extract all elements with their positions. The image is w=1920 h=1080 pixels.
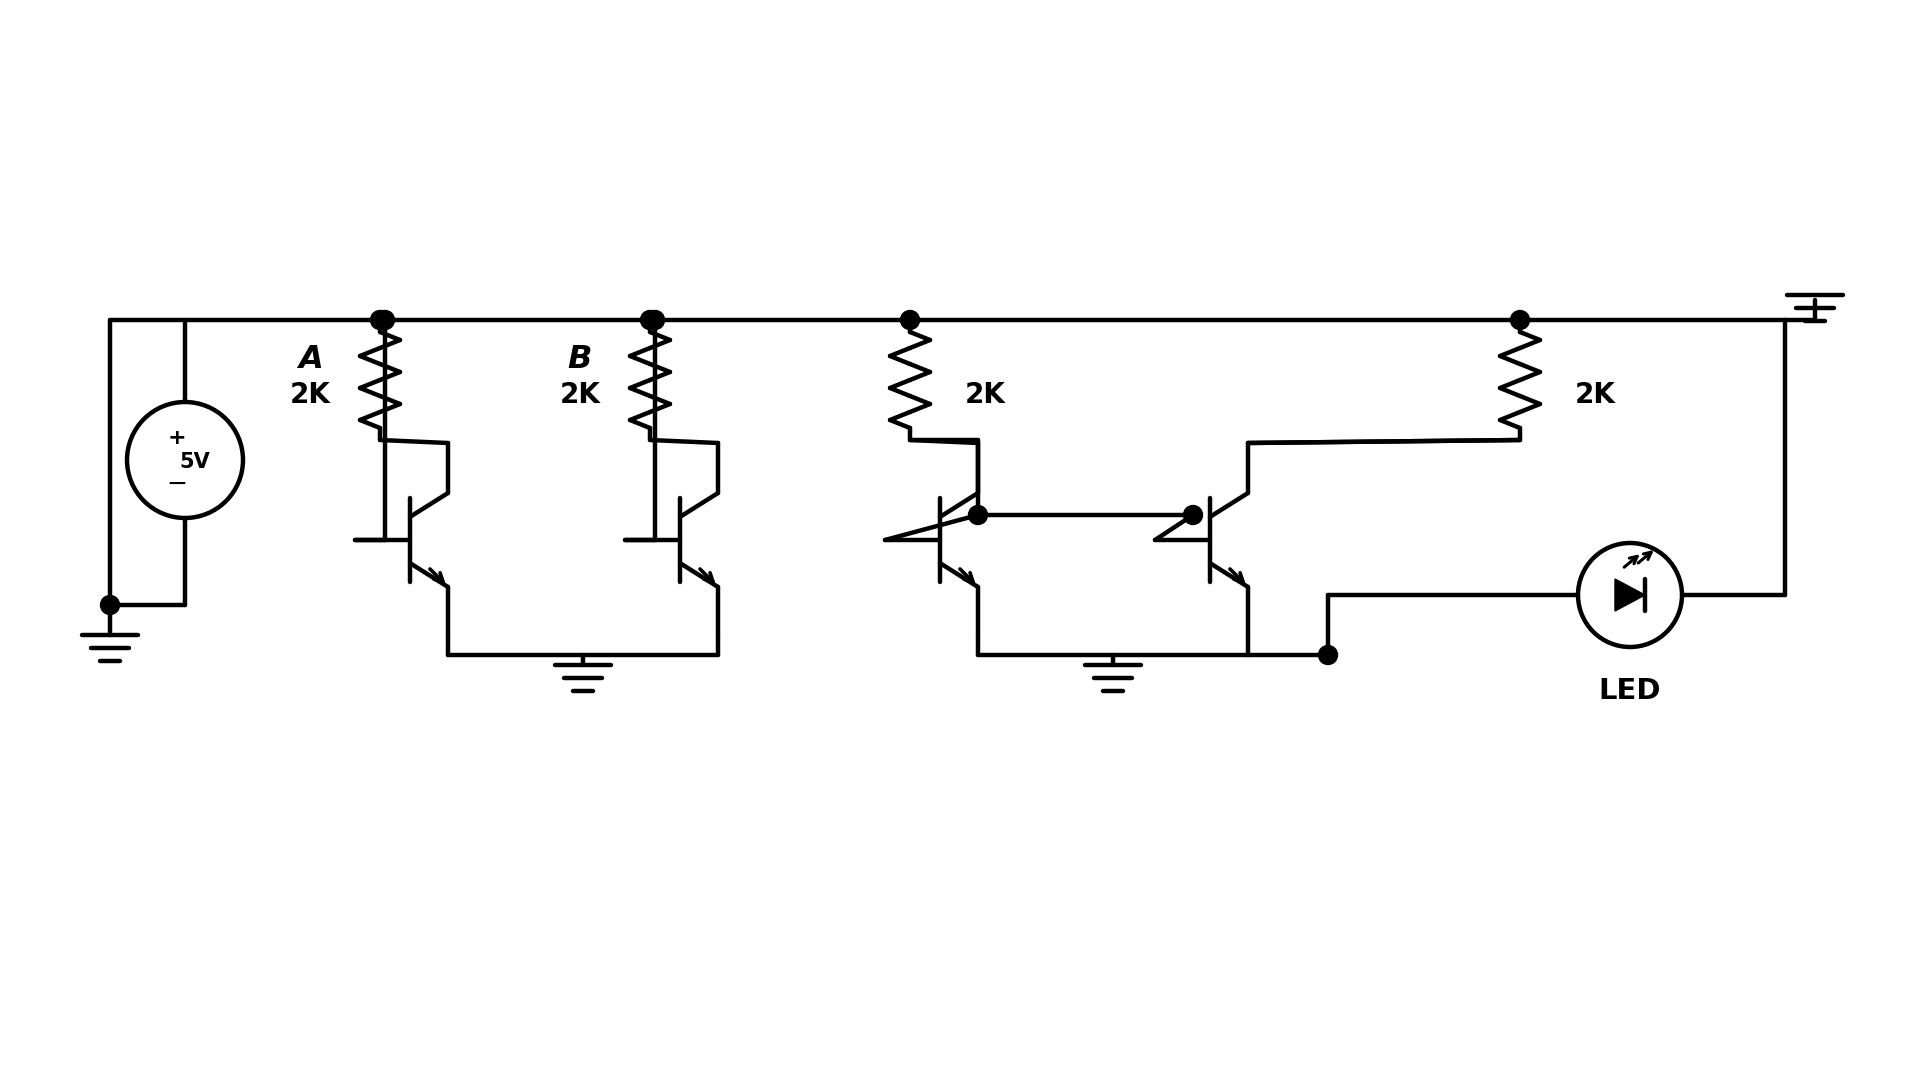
Text: −: −: [167, 472, 188, 496]
Circle shape: [371, 311, 390, 329]
Text: +: +: [167, 428, 186, 448]
Text: 2K: 2K: [964, 381, 1006, 409]
Circle shape: [968, 505, 987, 525]
Text: 2K: 2K: [559, 381, 601, 409]
Text: 2K: 2K: [290, 381, 330, 409]
Circle shape: [376, 311, 394, 329]
Polygon shape: [1615, 579, 1645, 611]
Text: 5V: 5V: [180, 453, 211, 472]
Circle shape: [100, 595, 119, 615]
Circle shape: [1319, 646, 1338, 664]
Circle shape: [1511, 311, 1530, 329]
Text: A: A: [298, 345, 323, 376]
Text: LED: LED: [1599, 677, 1661, 705]
Circle shape: [900, 311, 920, 329]
Text: B: B: [568, 345, 591, 376]
Circle shape: [1183, 505, 1202, 525]
Circle shape: [645, 311, 664, 329]
Text: 2K: 2K: [1574, 381, 1615, 409]
Circle shape: [641, 311, 659, 329]
